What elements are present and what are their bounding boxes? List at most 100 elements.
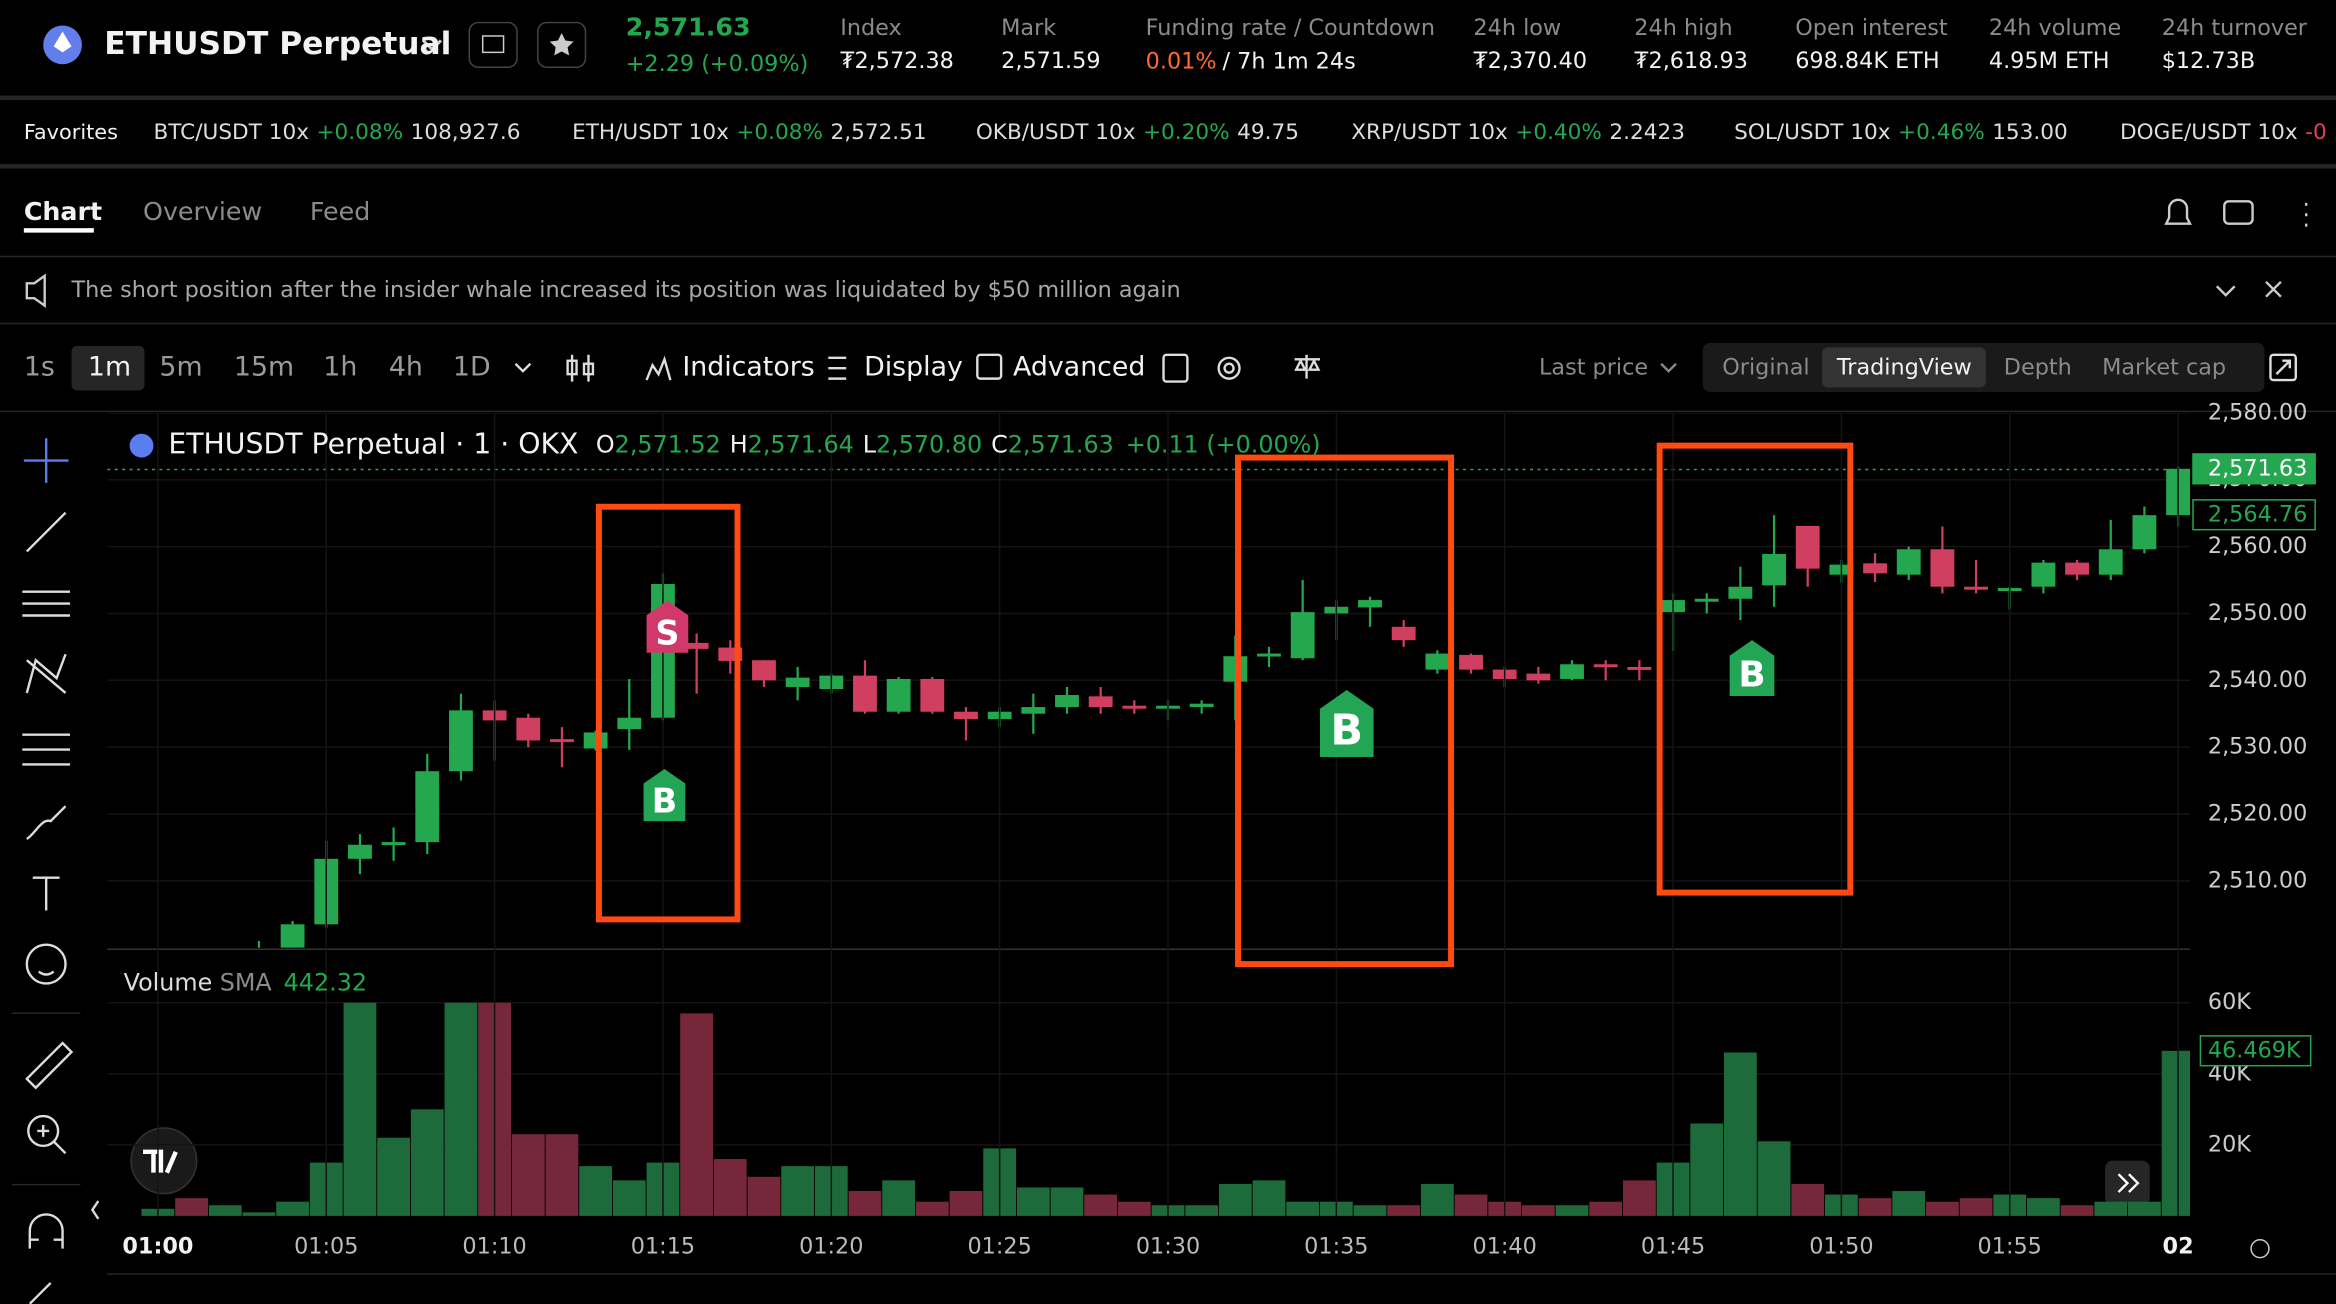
volume-bar xyxy=(276,1201,309,1216)
price-tag xyxy=(2192,499,2316,531)
stat-value: ₮2,370.40 xyxy=(1473,48,1587,74)
legend-ohlc: O2,571.52 H2,571.64 L2,570.80 C2,571.63 +0.1… xyxy=(596,430,1321,458)
x-tick-label: 01:55 xyxy=(1978,1234,2042,1260)
tv-logo[interactable] xyxy=(130,1127,198,1195)
candle-body xyxy=(1358,600,1382,608)
volume-bar xyxy=(848,1191,882,1216)
volume-bar xyxy=(2027,1198,2060,1216)
tab[interactable]: Chart xyxy=(24,196,102,226)
favorite-item[interactable]: BTC/USDT 10x +0.08% 108,927.6 xyxy=(153,120,520,145)
view-option[interactable]: Market cap xyxy=(2102,355,2226,381)
stat-label: 24h turnover xyxy=(2162,15,2308,41)
volume-bar xyxy=(242,1212,276,1216)
ohlc-key: C xyxy=(991,430,1008,458)
candle-body xyxy=(1627,666,1652,670)
chart-layer: 01:00 01:05 01:10 01:15 01:20 01:25 01:30 01:35… xyxy=(107,399,2316,1260)
interval[interactable]: 1D xyxy=(453,352,491,383)
candle-body xyxy=(1964,586,1988,590)
volume-bar xyxy=(1926,1201,1959,1216)
favorite-pair: BTC/USDT 10x xyxy=(153,120,309,145)
favorite-change: +0.08% xyxy=(736,120,823,145)
ohlc-key: L xyxy=(863,430,877,458)
volume-bar xyxy=(612,1180,646,1216)
view-option[interactable]: Depth xyxy=(2004,355,2072,381)
candle-body xyxy=(1930,549,1955,587)
volume-bar xyxy=(545,1134,579,1216)
volume-bar xyxy=(1959,1198,1993,1216)
news-banner[interactable]: The short position after the insider wha… xyxy=(71,277,1181,303)
tab[interactable]: Feed xyxy=(310,196,370,226)
candle-body xyxy=(1560,664,1584,679)
stat-label: Index xyxy=(840,15,901,41)
volume-bar xyxy=(1690,1123,1724,1216)
favorite-change: +0.20% xyxy=(1143,120,1230,145)
x-tick-label: 01:25 xyxy=(967,1234,1031,1260)
favorite-change: -0 xyxy=(2305,120,2327,145)
x-tick-label: 01:10 xyxy=(462,1234,526,1260)
legend-change: +0.11 (+0.00%) xyxy=(1126,430,1321,458)
ohlc-key: O xyxy=(596,430,615,458)
interval[interactable]: 4h xyxy=(389,352,423,383)
volume-bar xyxy=(1353,1205,1387,1216)
stat-label: Open interest xyxy=(1795,15,1948,41)
volume-tag xyxy=(2199,1035,2312,1067)
settings-icon[interactable] xyxy=(2250,1238,2270,1259)
ohlc-value: 2,571.63 xyxy=(1008,430,1114,458)
volume-bar xyxy=(1218,1183,1252,1216)
active-interval-bg xyxy=(71,345,145,391)
candle-body xyxy=(1694,598,1719,602)
view-active-bg xyxy=(1822,347,1986,388)
drawing-tools xyxy=(22,438,100,1304)
favorite-item[interactable]: XRP/USDT 10x +0.40% 2.2423 xyxy=(1351,120,1685,145)
volume-bar xyxy=(444,1002,478,1216)
volume-title: Volume xyxy=(124,968,213,996)
y-tick-label: 2,540.00 xyxy=(2208,667,2307,693)
tool[interactable]: Display xyxy=(864,352,963,383)
y-tick-label: 2,520.00 xyxy=(2208,801,2307,827)
candle-body xyxy=(954,711,978,720)
book-button[interactable] xyxy=(468,21,518,69)
volume-bar xyxy=(2060,1205,2094,1216)
candle-body xyxy=(920,678,945,712)
favorite-button[interactable] xyxy=(537,21,587,69)
volume-indicator: SMA xyxy=(220,968,273,996)
eth-icon xyxy=(53,31,72,53)
interval[interactable]: 5m xyxy=(159,352,202,383)
volume-bar xyxy=(1589,1201,1623,1216)
favorite-item[interactable]: OKB/USDT 10x +0.20% 49.75 xyxy=(976,120,1299,145)
tab[interactable]: Overview xyxy=(143,196,262,226)
x-tick-label: 02 xyxy=(2163,1234,2194,1260)
symbol-dropdown[interactable] xyxy=(422,39,443,52)
candle-body xyxy=(1088,696,1113,708)
volume-bar xyxy=(1387,1205,1421,1216)
volume-bar xyxy=(1723,1052,1757,1216)
volume-bar xyxy=(747,1176,781,1216)
candle-body xyxy=(785,677,810,687)
volume-bar xyxy=(343,1002,377,1216)
tab-underline xyxy=(23,228,94,233)
stat-label: 24h low xyxy=(1473,15,1561,41)
favorite-item[interactable]: SOL/USDT 10x +0.46% 153.00 xyxy=(1734,120,2068,145)
volume-tick-label: 60K xyxy=(2208,989,2252,1015)
volume-bar xyxy=(1050,1187,1084,1216)
interval[interactable]: 15m xyxy=(234,352,294,383)
price-source[interactable]: Last price xyxy=(1539,355,1648,381)
interval[interactable]: 1s xyxy=(24,352,55,383)
trade-marker xyxy=(1319,689,1374,758)
view-option[interactable]: Original xyxy=(1722,355,1809,381)
interval[interactable]: 1m xyxy=(88,352,131,383)
tool[interactable]: Indicators xyxy=(682,352,814,383)
favorite-item[interactable]: DOGE/USDT 10x -0 xyxy=(2120,120,2327,145)
x-tick-label: 01:00 xyxy=(122,1234,193,1260)
view-option[interactable]: TradingView xyxy=(1836,355,1972,381)
favorite-item[interactable]: ETH/USDT 10x +0.08% 2,572.51 xyxy=(572,120,927,145)
volume-bar xyxy=(680,1013,714,1216)
volume-bar xyxy=(713,1159,747,1216)
favorite-change: +0.08% xyxy=(316,120,403,145)
volume-bar xyxy=(511,1134,545,1216)
interval[interactable]: 1h xyxy=(323,352,357,383)
price-tag-label: 2,571.63 xyxy=(2208,455,2307,481)
favorites-label: Favorites xyxy=(24,120,118,144)
tool[interactable]: Advanced xyxy=(1013,352,1145,383)
favorite-price: 108,927.6 xyxy=(411,120,521,145)
